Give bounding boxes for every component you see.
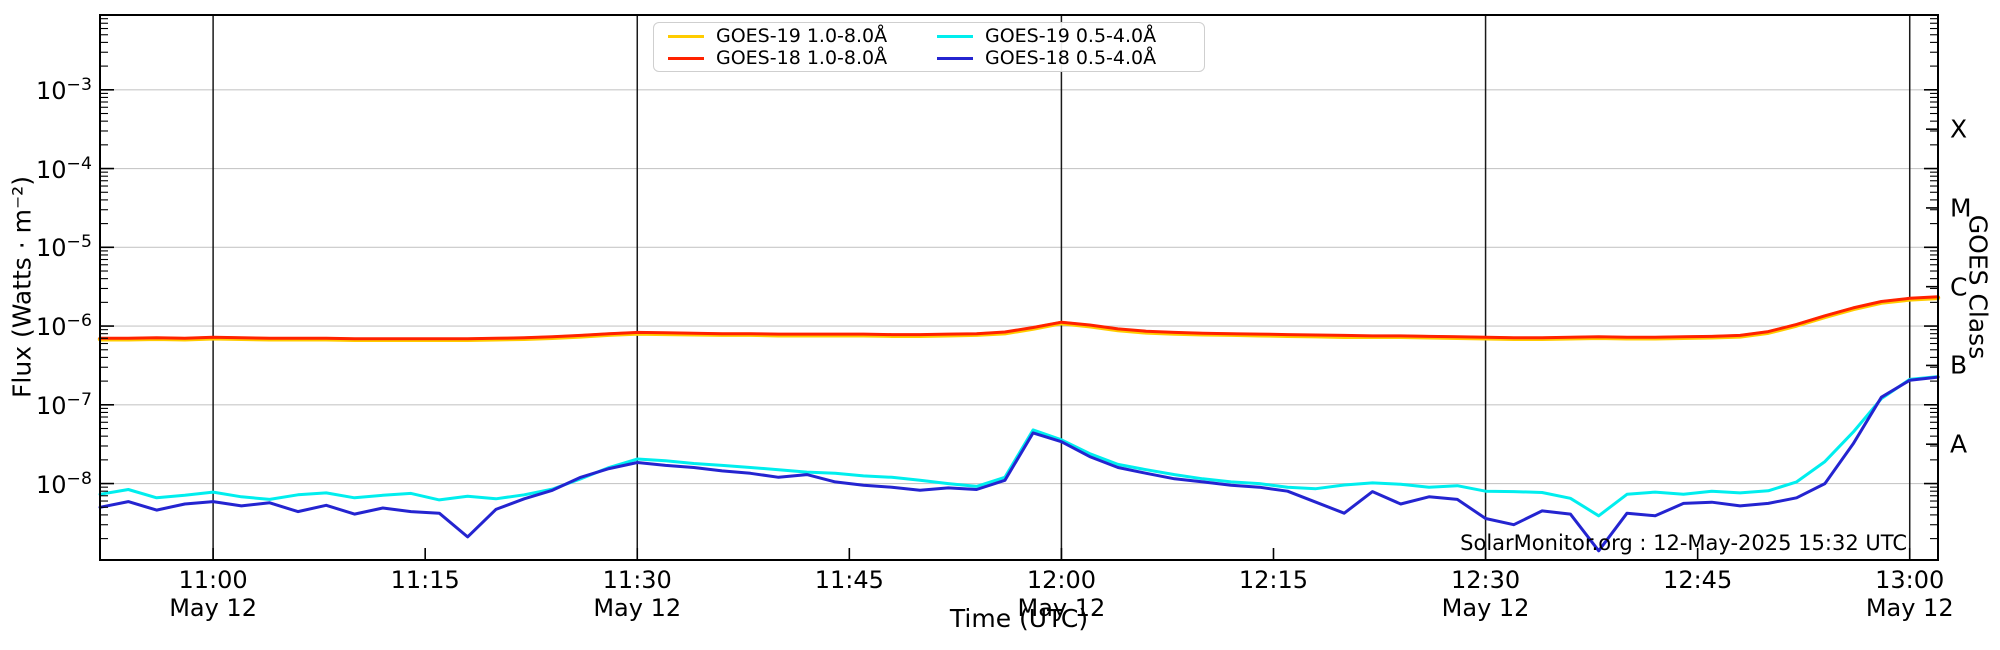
x-tick-date: May 12 [169, 594, 257, 622]
y-tick-label: 10−3 [36, 74, 92, 105]
x-tick-date: May 12 [593, 594, 682, 622]
legend-item-goes19-short: GOES-19 0.5-4.0Å [929, 24, 1198, 47]
legend-label: GOES-18 0.5-4.0Å [985, 46, 1157, 69]
goes-class-label-X: X [1950, 114, 1968, 144]
legend-line-swatch-yellow [668, 34, 704, 38]
legend-line-swatch-cyan [937, 34, 973, 38]
legend-line-swatch-red [668, 56, 704, 60]
x-tick-label: 12:45 [1663, 566, 1733, 594]
legend-item-goes18-long: GOES-18 1.0-8.0Å [660, 46, 929, 69]
legend-label: GOES-18 1.0-8.0Å [716, 46, 888, 69]
series-line-1 [97, 295, 1941, 343]
plot-border [99, 14, 1939, 561]
y-tick-label: 10−7 [36, 389, 92, 420]
x-tick-label: 12:30 [1450, 566, 1521, 594]
series-line-4 [98, 375, 1940, 553]
series-line-2 [98, 295, 1940, 341]
x-tick-label: 12:15 [1238, 566, 1309, 594]
series-line-3 [98, 375, 1940, 518]
y-axis-title-right: GOES Class [1963, 214, 1993, 360]
goes-class-label-B: B [1950, 350, 1968, 380]
legend-item-goes18-short: GOES-18 0.5-4.0Å [929, 46, 1198, 69]
x-tick-date: May 12 [1441, 594, 1530, 622]
goes-class-label-A: A [1950, 429, 1968, 459]
y-axis-title-left: Flux (Watts · m⁻²) [7, 176, 37, 398]
y-tick-label: 10−6 [36, 311, 92, 342]
legend-line-swatch-blue [937, 56, 973, 60]
x-tick-label: 11:00 [178, 566, 248, 594]
x-axis-title: Time (UTC) [949, 604, 1089, 633]
x-tick-date: May 12 [1865, 594, 1954, 622]
x-tick-label: 11:30 [602, 566, 672, 594]
y-tick-label: 10−5 [36, 232, 92, 263]
legend-label: GOES-19 1.0-8.0Å [716, 24, 888, 47]
y-tick-label: 10−8 [36, 468, 92, 499]
x-tick-label: 11:15 [390, 566, 460, 594]
legend: GOES-19 1.0-8.0Å GOES-18 1.0-8.0Å GOES-1… [653, 22, 1205, 72]
x-tick-label: 12:00 [1026, 566, 1096, 594]
watermark-annotation: SolarMonitor.org : 12-May-2025 15:32 UTC [1460, 531, 1907, 555]
x-tick-date: May 12 [1017, 594, 1106, 622]
y-tick-label: 10−4 [36, 153, 92, 184]
legend-item-goes19-long: GOES-19 1.0-8.0Å [660, 24, 929, 47]
goes-class-label-M: M [1950, 193, 1972, 223]
goes-class-label-C: C [1950, 272, 1968, 302]
x-tick-label: 13:00 [1875, 566, 1945, 594]
legend-label: GOES-19 0.5-4.0Å [985, 24, 1157, 47]
x-tick-label: 11:45 [814, 566, 884, 594]
